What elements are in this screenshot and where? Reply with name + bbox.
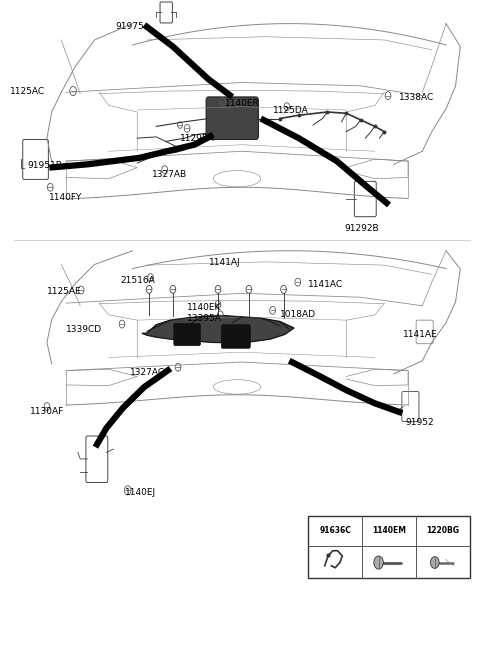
- Text: 1220BG: 1220BG: [426, 525, 459, 535]
- Text: 91951B: 91951B: [27, 161, 62, 170]
- Text: 1140EK: 1140EK: [187, 302, 221, 312]
- Text: 1141AJ: 1141AJ: [208, 258, 240, 267]
- Text: 1125AC: 1125AC: [10, 87, 45, 96]
- Text: 1140EJ: 1140EJ: [125, 489, 156, 497]
- Text: 1140EM: 1140EM: [372, 525, 406, 535]
- FancyBboxPatch shape: [174, 323, 201, 346]
- Text: 1141AE: 1141AE: [403, 330, 438, 339]
- FancyBboxPatch shape: [206, 97, 258, 140]
- Circle shape: [431, 557, 439, 568]
- FancyBboxPatch shape: [221, 325, 250, 348]
- Text: 1018AD: 1018AD: [280, 310, 316, 319]
- FancyBboxPatch shape: [308, 516, 470, 578]
- Text: 1125AE: 1125AE: [47, 287, 82, 297]
- Text: 1130AF: 1130AF: [30, 407, 65, 417]
- Text: 1338AC: 1338AC: [398, 93, 434, 102]
- Polygon shape: [142, 316, 294, 343]
- Text: 91292B: 91292B: [344, 224, 379, 233]
- Text: 1327AC: 1327AC: [130, 368, 165, 377]
- Text: 1339CD: 1339CD: [66, 325, 102, 335]
- Circle shape: [374, 556, 384, 569]
- Text: 1129EA: 1129EA: [180, 134, 215, 142]
- Text: 21516A: 21516A: [120, 276, 156, 285]
- Text: 91636C: 91636C: [319, 525, 351, 535]
- Text: 1140ER: 1140ER: [225, 99, 260, 108]
- Text: 91952: 91952: [406, 418, 434, 427]
- Text: 1125DA: 1125DA: [273, 106, 308, 115]
- Text: 91975: 91975: [116, 22, 144, 31]
- Text: 1141AC: 1141AC: [308, 280, 343, 289]
- Text: 1140FY: 1140FY: [49, 193, 83, 201]
- Text: 1327AB: 1327AB: [152, 171, 187, 179]
- Text: 13395A: 13395A: [187, 314, 222, 323]
